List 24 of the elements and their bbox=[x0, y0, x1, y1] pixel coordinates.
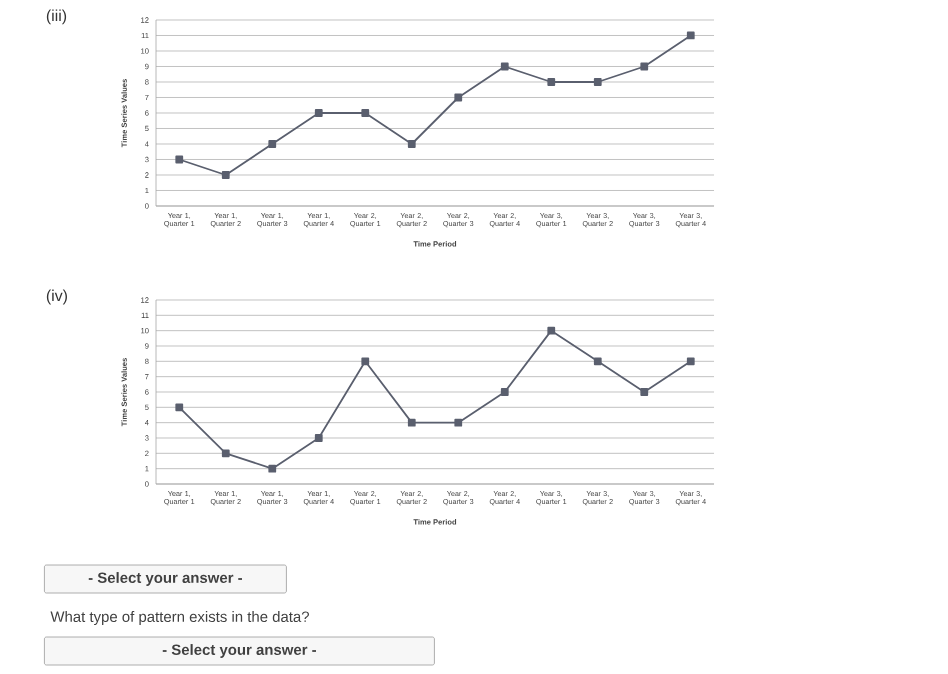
point bbox=[686, 357, 695, 366]
point bbox=[361, 109, 370, 117]
point bbox=[547, 78, 556, 86]
point bbox=[547, 326, 556, 335]
point bbox=[454, 418, 463, 427]
point bbox=[221, 171, 230, 179]
point bbox=[640, 388, 649, 396]
point bbox=[361, 357, 370, 366]
point bbox=[500, 388, 509, 396]
point bbox=[268, 140, 277, 148]
point bbox=[593, 357, 602, 366]
point bbox=[640, 62, 649, 71]
point bbox=[686, 31, 695, 40]
point bbox=[407, 418, 416, 427]
point bbox=[221, 449, 230, 458]
point bbox=[175, 403, 184, 412]
point bbox=[314, 434, 323, 442]
point bbox=[314, 109, 323, 117]
point bbox=[500, 62, 509, 71]
point bbox=[175, 155, 184, 164]
point bbox=[407, 140, 416, 148]
point bbox=[268, 464, 277, 473]
point bbox=[454, 93, 463, 102]
point bbox=[593, 78, 602, 86]
